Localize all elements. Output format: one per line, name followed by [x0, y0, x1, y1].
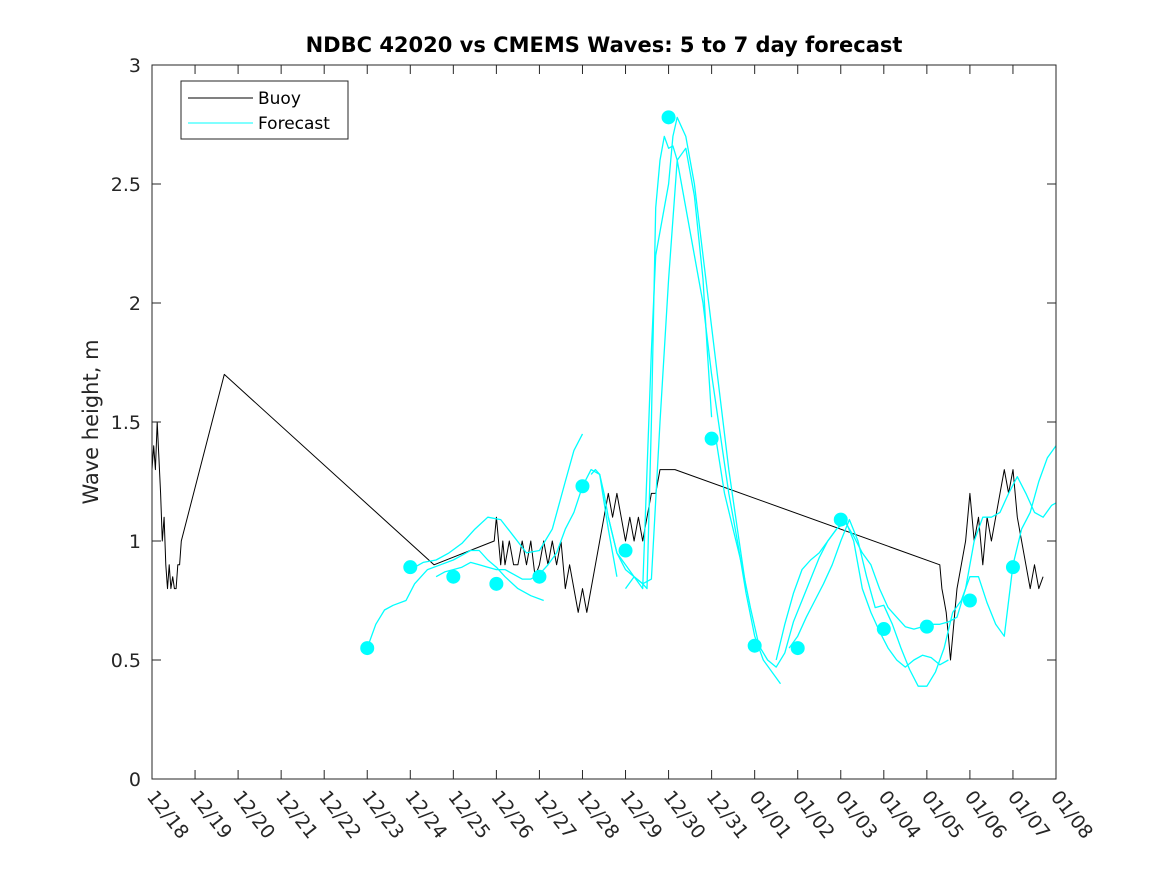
forecast-marker [532, 569, 547, 584]
forecast-marker [575, 479, 590, 494]
forecast-line [775, 476, 1057, 661]
forecast-marker [876, 622, 891, 637]
y-axis-label: Wave height, m [79, 339, 103, 504]
y-tick-label: 3 [129, 55, 141, 77]
y-tick-label: 1 [129, 531, 141, 553]
forecast-line [435, 468, 618, 580]
forecast-marker [790, 641, 805, 656]
forecast-line [366, 549, 544, 649]
forecast-marker [661, 110, 676, 125]
forecast-marker [704, 431, 719, 446]
forecast-marker [489, 576, 504, 591]
forecast-line [624, 147, 713, 589]
legend-buoy-label: Buoy [258, 89, 301, 109]
forecast-marker [1005, 560, 1020, 575]
forecast-line [590, 116, 747, 590]
y-tick-label: 0 [129, 769, 141, 791]
forecast-marker [833, 512, 848, 527]
y-axis: 0 0.5 1 1.5 2 2.5 3 [111, 55, 1056, 791]
forecast-line [788, 445, 1057, 687]
buoy-line [151, 373, 1044, 661]
y-tick-label: 0.5 [111, 650, 141, 672]
y-tick-label: 1.5 [111, 412, 141, 434]
chart-title: NDBC 42020 vs CMEMS Waves: 5 to 7 day fo… [306, 33, 903, 57]
forecast-marker [919, 619, 934, 634]
forecast-marker [747, 638, 762, 653]
legend-box [180, 80, 349, 140]
plot-area [152, 65, 1056, 779]
forecast-marker [618, 543, 633, 558]
forecast-markers [360, 110, 1020, 656]
forecast-marker [360, 641, 375, 656]
legend: Buoy Forecast [180, 80, 349, 140]
y-tick-label: 2 [129, 293, 141, 315]
forecast-marker [403, 560, 418, 575]
legend-forecast-label: Forecast [258, 114, 330, 134]
forecast-marker [962, 593, 977, 608]
y-tick-label: 2.5 [111, 174, 141, 196]
series-layer [151, 116, 1057, 687]
forecast-line [409, 433, 584, 571]
forecast-marker [446, 569, 461, 584]
